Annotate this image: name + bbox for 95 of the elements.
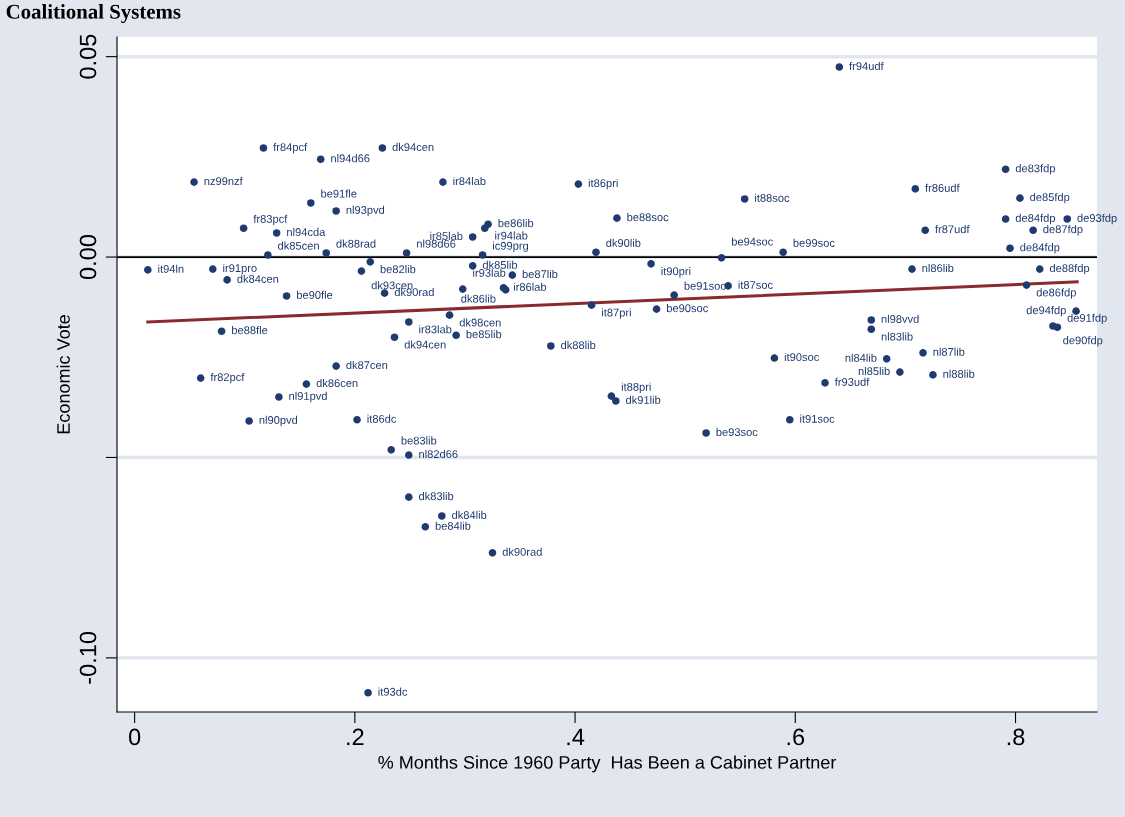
annotation: dk88rad: [336, 239, 376, 248]
annotation: fr94udf: [849, 61, 884, 71]
annotation: nl90pvd: [259, 415, 298, 427]
annotation: de83fdp: [1015, 164, 1056, 175]
annotation: it87pri: [602, 308, 631, 319]
annotation: nz99nzf: [204, 176, 243, 186]
annotation: fr93udf: [834, 377, 870, 386]
annotation: it87soc: [738, 280, 773, 289]
x-tick-label: 0: [128, 728, 141, 746]
annotation: de84fdp: [1015, 213, 1056, 225]
annotation: dk98cen: [459, 318, 501, 327]
y-tick-label: 0.00: [79, 235, 97, 280]
annotation: dk87cen: [346, 360, 388, 370]
annotation: nl84lib: [845, 353, 877, 362]
annotation: ic99prg: [493, 241, 529, 252]
annotation: be84lib: [435, 521, 471, 530]
annotation: nl93pvd: [346, 205, 385, 217]
annotation: dk94cen: [392, 142, 434, 152]
x-tick-label: .8: [1007, 728, 1025, 746]
annotation: it86dc: [367, 414, 397, 423]
annotation: it93dc: [378, 687, 408, 696]
annotation: nl98vvd: [881, 314, 919, 323]
annotation: de87fdp: [1043, 225, 1083, 236]
annotation: be86lib: [498, 219, 534, 228]
annotation: nl86lib: [922, 263, 954, 273]
annotation: de94fdp: [1026, 305, 1066, 317]
annotation: de91fdp: [1067, 313, 1107, 325]
annotation: nl82d66: [419, 449, 458, 459]
annotation: de88fdp: [1049, 263, 1090, 275]
annotation: nl88lib: [943, 369, 975, 378]
annotation: it88soc: [755, 193, 790, 202]
annotation: dk84lib: [452, 510, 487, 519]
annotation: dk85cen: [278, 241, 319, 250]
annotation: ir91pro: [223, 263, 257, 275]
annotation: ir86lab: [513, 282, 547, 291]
annotation: be83lib: [401, 436, 437, 445]
annotation: ir94lab: [495, 231, 528, 240]
annotation: nl91pvd: [289, 391, 327, 403]
annotation: it90pri: [661, 267, 691, 278]
x-tick-label: .4: [567, 728, 585, 746]
annotation: dk90rad: [502, 547, 542, 556]
annotation: it94ln: [158, 264, 184, 273]
annotation: fr82pcf: [210, 372, 245, 384]
annotation: ir85lab: [430, 231, 463, 240]
annotation: fr83pcf: [253, 214, 288, 226]
annotation: dk90lib: [606, 238, 641, 247]
annotation: be91fle: [321, 189, 357, 198]
annotation: dk94cen: [404, 340, 446, 349]
annotation: nl98d66: [417, 239, 456, 248]
annotation: nl94cda: [287, 227, 326, 236]
chart-title: Coalitional Systems: [6, 4, 181, 24]
y-tick-label: 0.05: [79, 34, 97, 79]
y-axis-title: Economic Vote: [56, 315, 70, 434]
annotation: dk85lib: [482, 260, 518, 269]
annotation: dk93cen: [371, 281, 413, 290]
annotation: dk91lib: [626, 395, 661, 404]
annotation: nl83lib: [881, 332, 913, 341]
x-tick-label: .2: [347, 728, 364, 746]
annotation: fr87udf: [935, 225, 970, 234]
annotation: dk88lib: [561, 340, 596, 350]
annotation: it86pri: [588, 178, 618, 190]
annotation: fr84pcf: [273, 142, 308, 154]
annotation: nl87lib: [933, 347, 965, 356]
annotation: dk90rad: [394, 287, 434, 297]
annotation: be90fle: [297, 290, 333, 299]
annotation: it88pri: [621, 382, 651, 393]
annotation: be87lib: [522, 269, 558, 279]
annotation: ir84lab: [453, 176, 486, 186]
annotation: be88soc: [627, 213, 669, 222]
annotation: ir83lab: [419, 325, 452, 334]
annotation: be82lib: [380, 265, 416, 274]
annotation: be99soc: [793, 238, 835, 247]
x-tick-label: .6: [787, 728, 805, 746]
annotation: dk86cen: [316, 378, 358, 388]
annotation: ir93lab: [473, 268, 506, 277]
annotation: de85fdp: [1030, 192, 1070, 204]
annotation: be90soc: [666, 303, 708, 313]
annotation: de90fdp: [1063, 336, 1103, 347]
annotation: de86fdp: [1036, 288, 1076, 299]
annotation: dk86lib: [461, 294, 496, 303]
annotation: it91soc: [800, 414, 835, 423]
annotation: dk83lib: [418, 491, 454, 501]
annotation: be94soc: [731, 237, 773, 246]
annotation: it90soc: [784, 352, 819, 362]
x-axis-title: % Months Since 1960 Party Has Been a Cabinet Partner: [378, 755, 837, 773]
annotation: be85lib: [466, 330, 502, 339]
annotation: be88fle: [232, 326, 268, 335]
annotation: nl85lib: [858, 366, 890, 376]
annotation: be93soc: [716, 427, 758, 436]
annotation: nl94d66: [331, 154, 370, 163]
annotation: fr86udf: [925, 183, 960, 192]
annotation: de84fdp: [1020, 243, 1060, 254]
annotation: de93fdp: [1077, 213, 1117, 225]
annotation: dk84cen: [237, 274, 279, 283]
y-tick-label: -0.10: [79, 631, 97, 684]
